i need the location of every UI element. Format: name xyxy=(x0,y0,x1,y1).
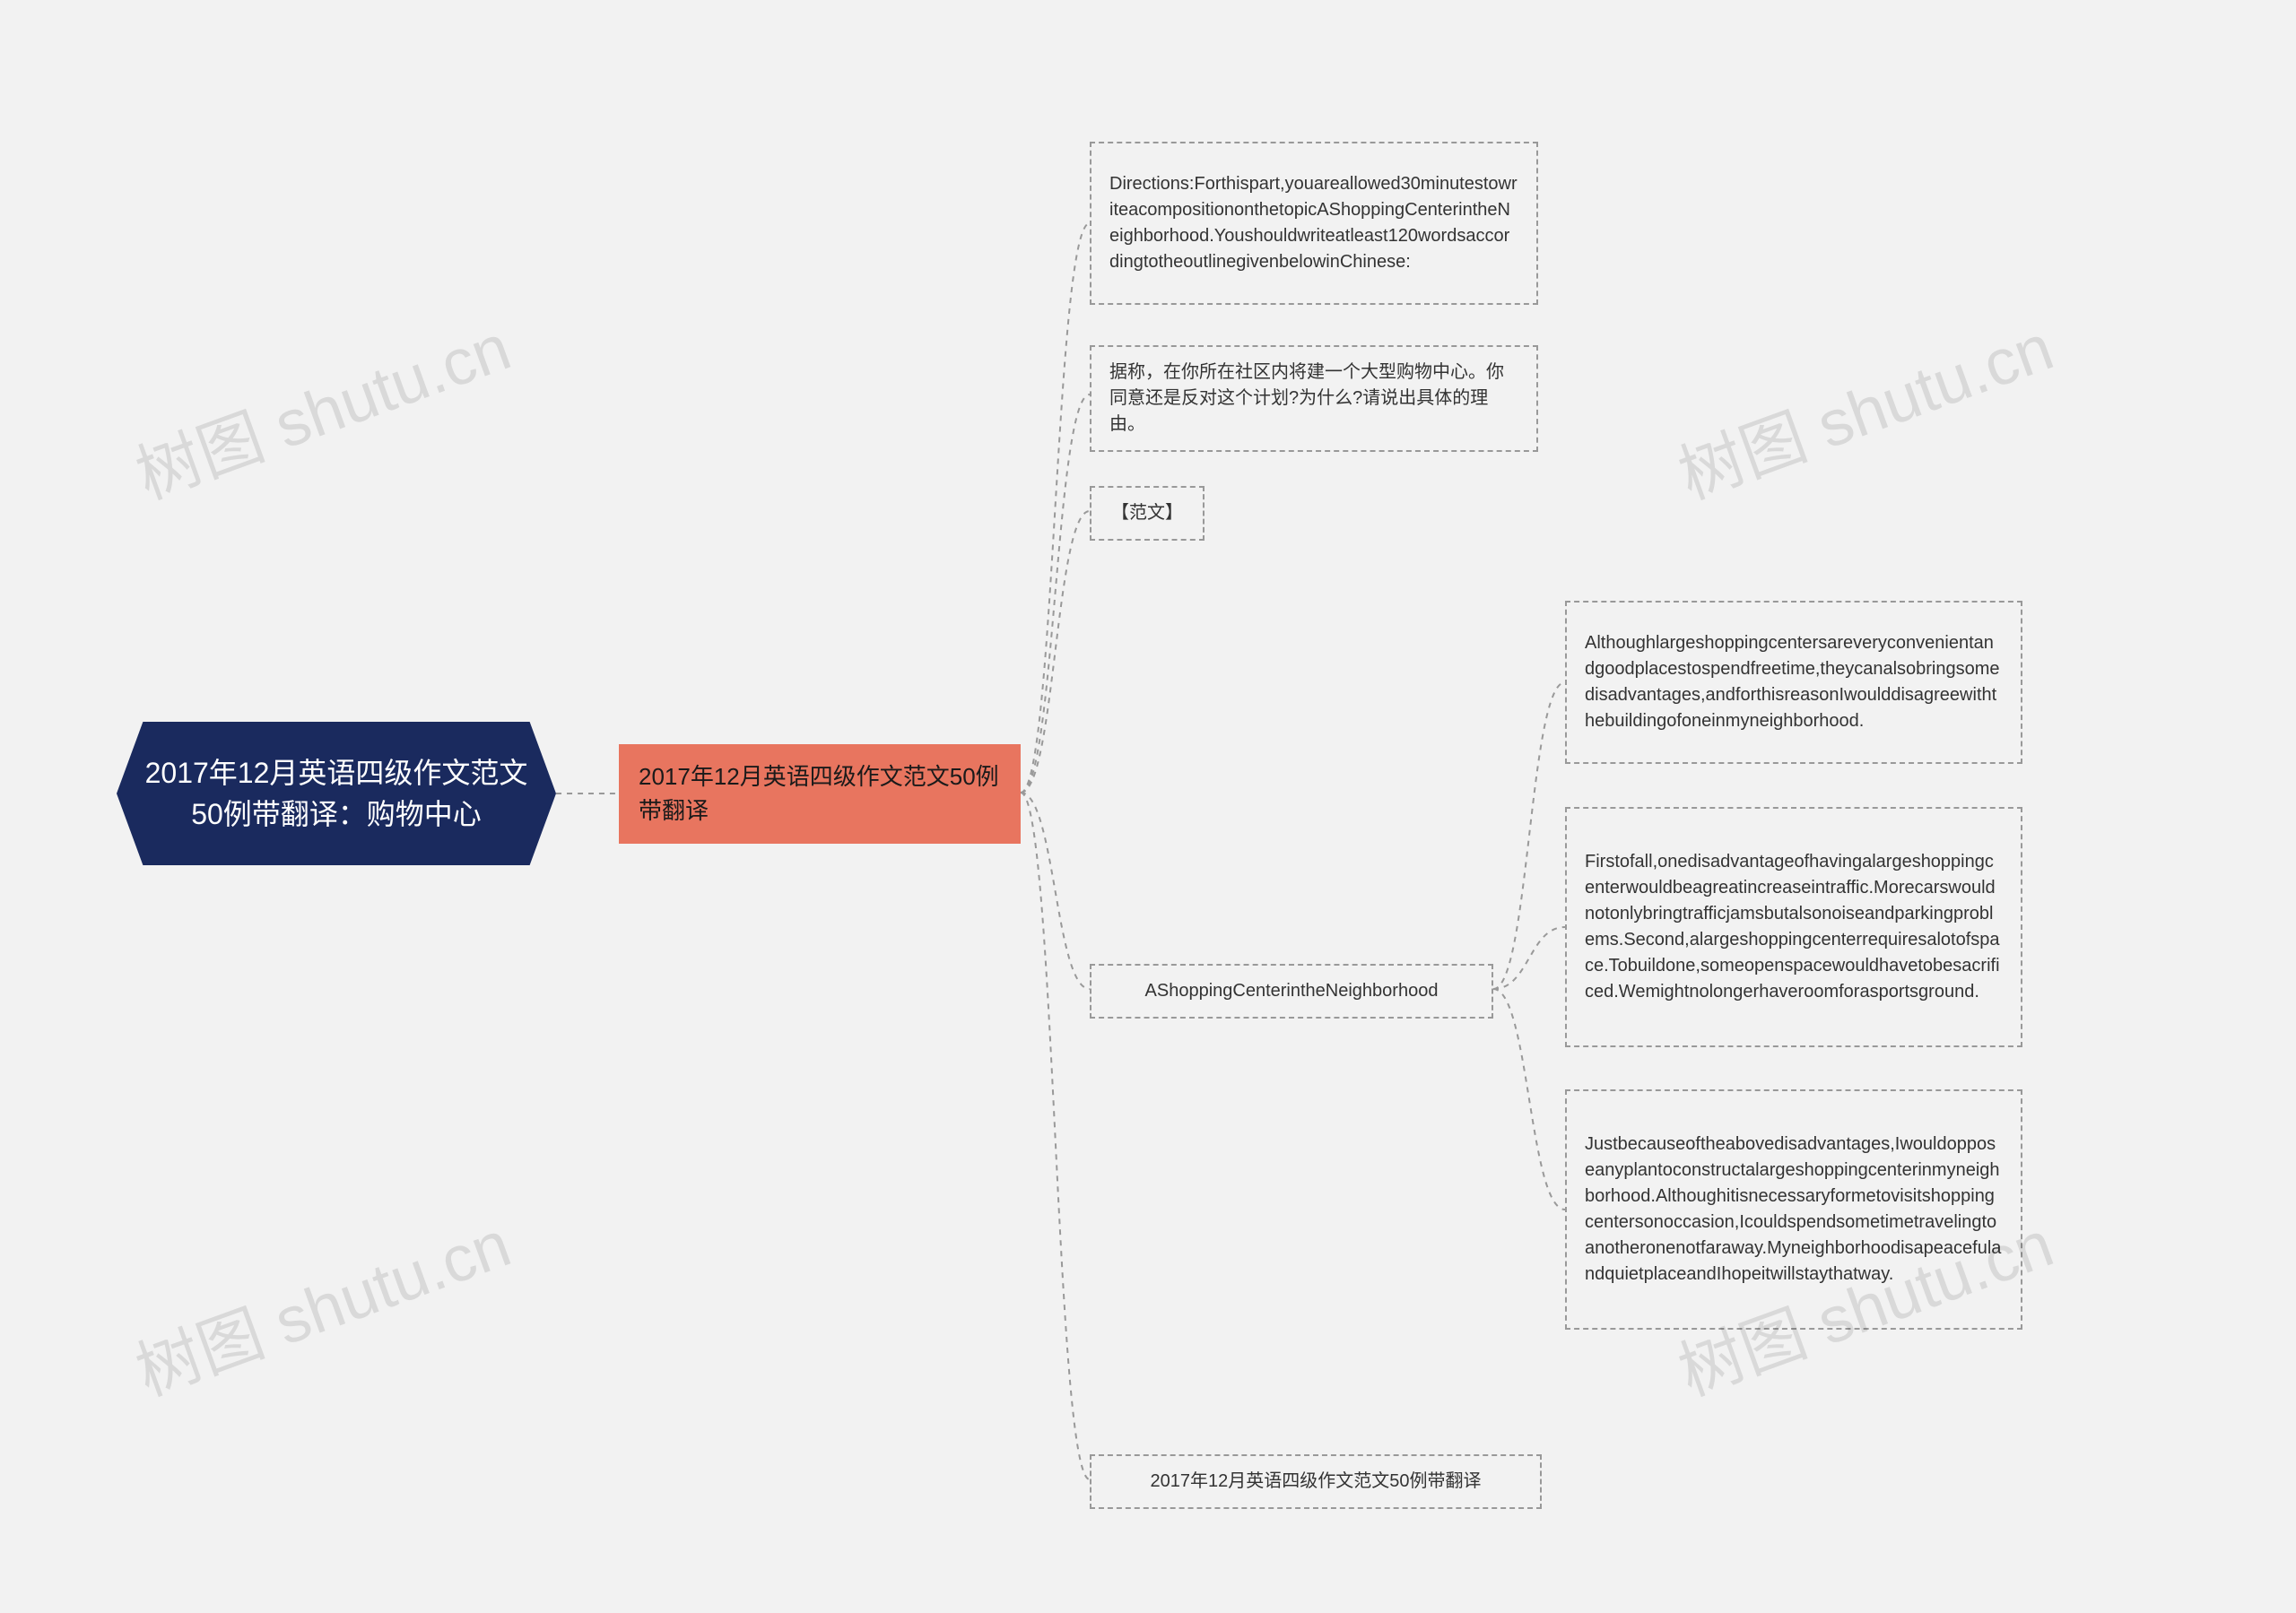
leaf-sample-label[interactable]: 【范文】 xyxy=(1090,486,1205,541)
watermark-1: 树图 shutu.cn xyxy=(121,295,521,517)
leaf-paragraph-3[interactable]: Justbecauseoftheabovedisadvantages,Iwoul… xyxy=(1565,1089,2022,1330)
mindmap-canvas: 2017年12月英语四级作文范文50例带翻译：购物中心 2017年12月英语四级… xyxy=(0,0,2296,1613)
leaf-directions[interactable]: Directions:Forthispart,youareallowed30mi… xyxy=(1090,142,1538,305)
leaf-paragraph-2[interactable]: Firstofall,onedisadvantageofhavingalarge… xyxy=(1565,807,2022,1047)
leaf-paragraph-1[interactable]: Althoughlargeshoppingcentersareveryconve… xyxy=(1565,601,2022,764)
level1-node[interactable]: 2017年12月英语四级作文范文50例带翻译 xyxy=(619,744,1021,844)
leaf-topic[interactable]: AShoppingCenterintheNeighborhood xyxy=(1090,964,1493,1019)
leaf-footer[interactable]: 2017年12月英语四级作文范文50例带翻译 xyxy=(1090,1454,1542,1509)
root-node[interactable]: 2017年12月英语四级作文范文50例带翻译：购物中心 xyxy=(117,722,556,865)
watermark-2: 树图 shutu.cn xyxy=(1664,295,2064,517)
leaf-prompt[interactable]: 据称，在你所在社区内将建一个大型购物中心。你同意还是反对这个计划?为什么?请说出… xyxy=(1090,345,1538,452)
watermark-3: 树图 shutu.cn xyxy=(121,1192,521,1414)
